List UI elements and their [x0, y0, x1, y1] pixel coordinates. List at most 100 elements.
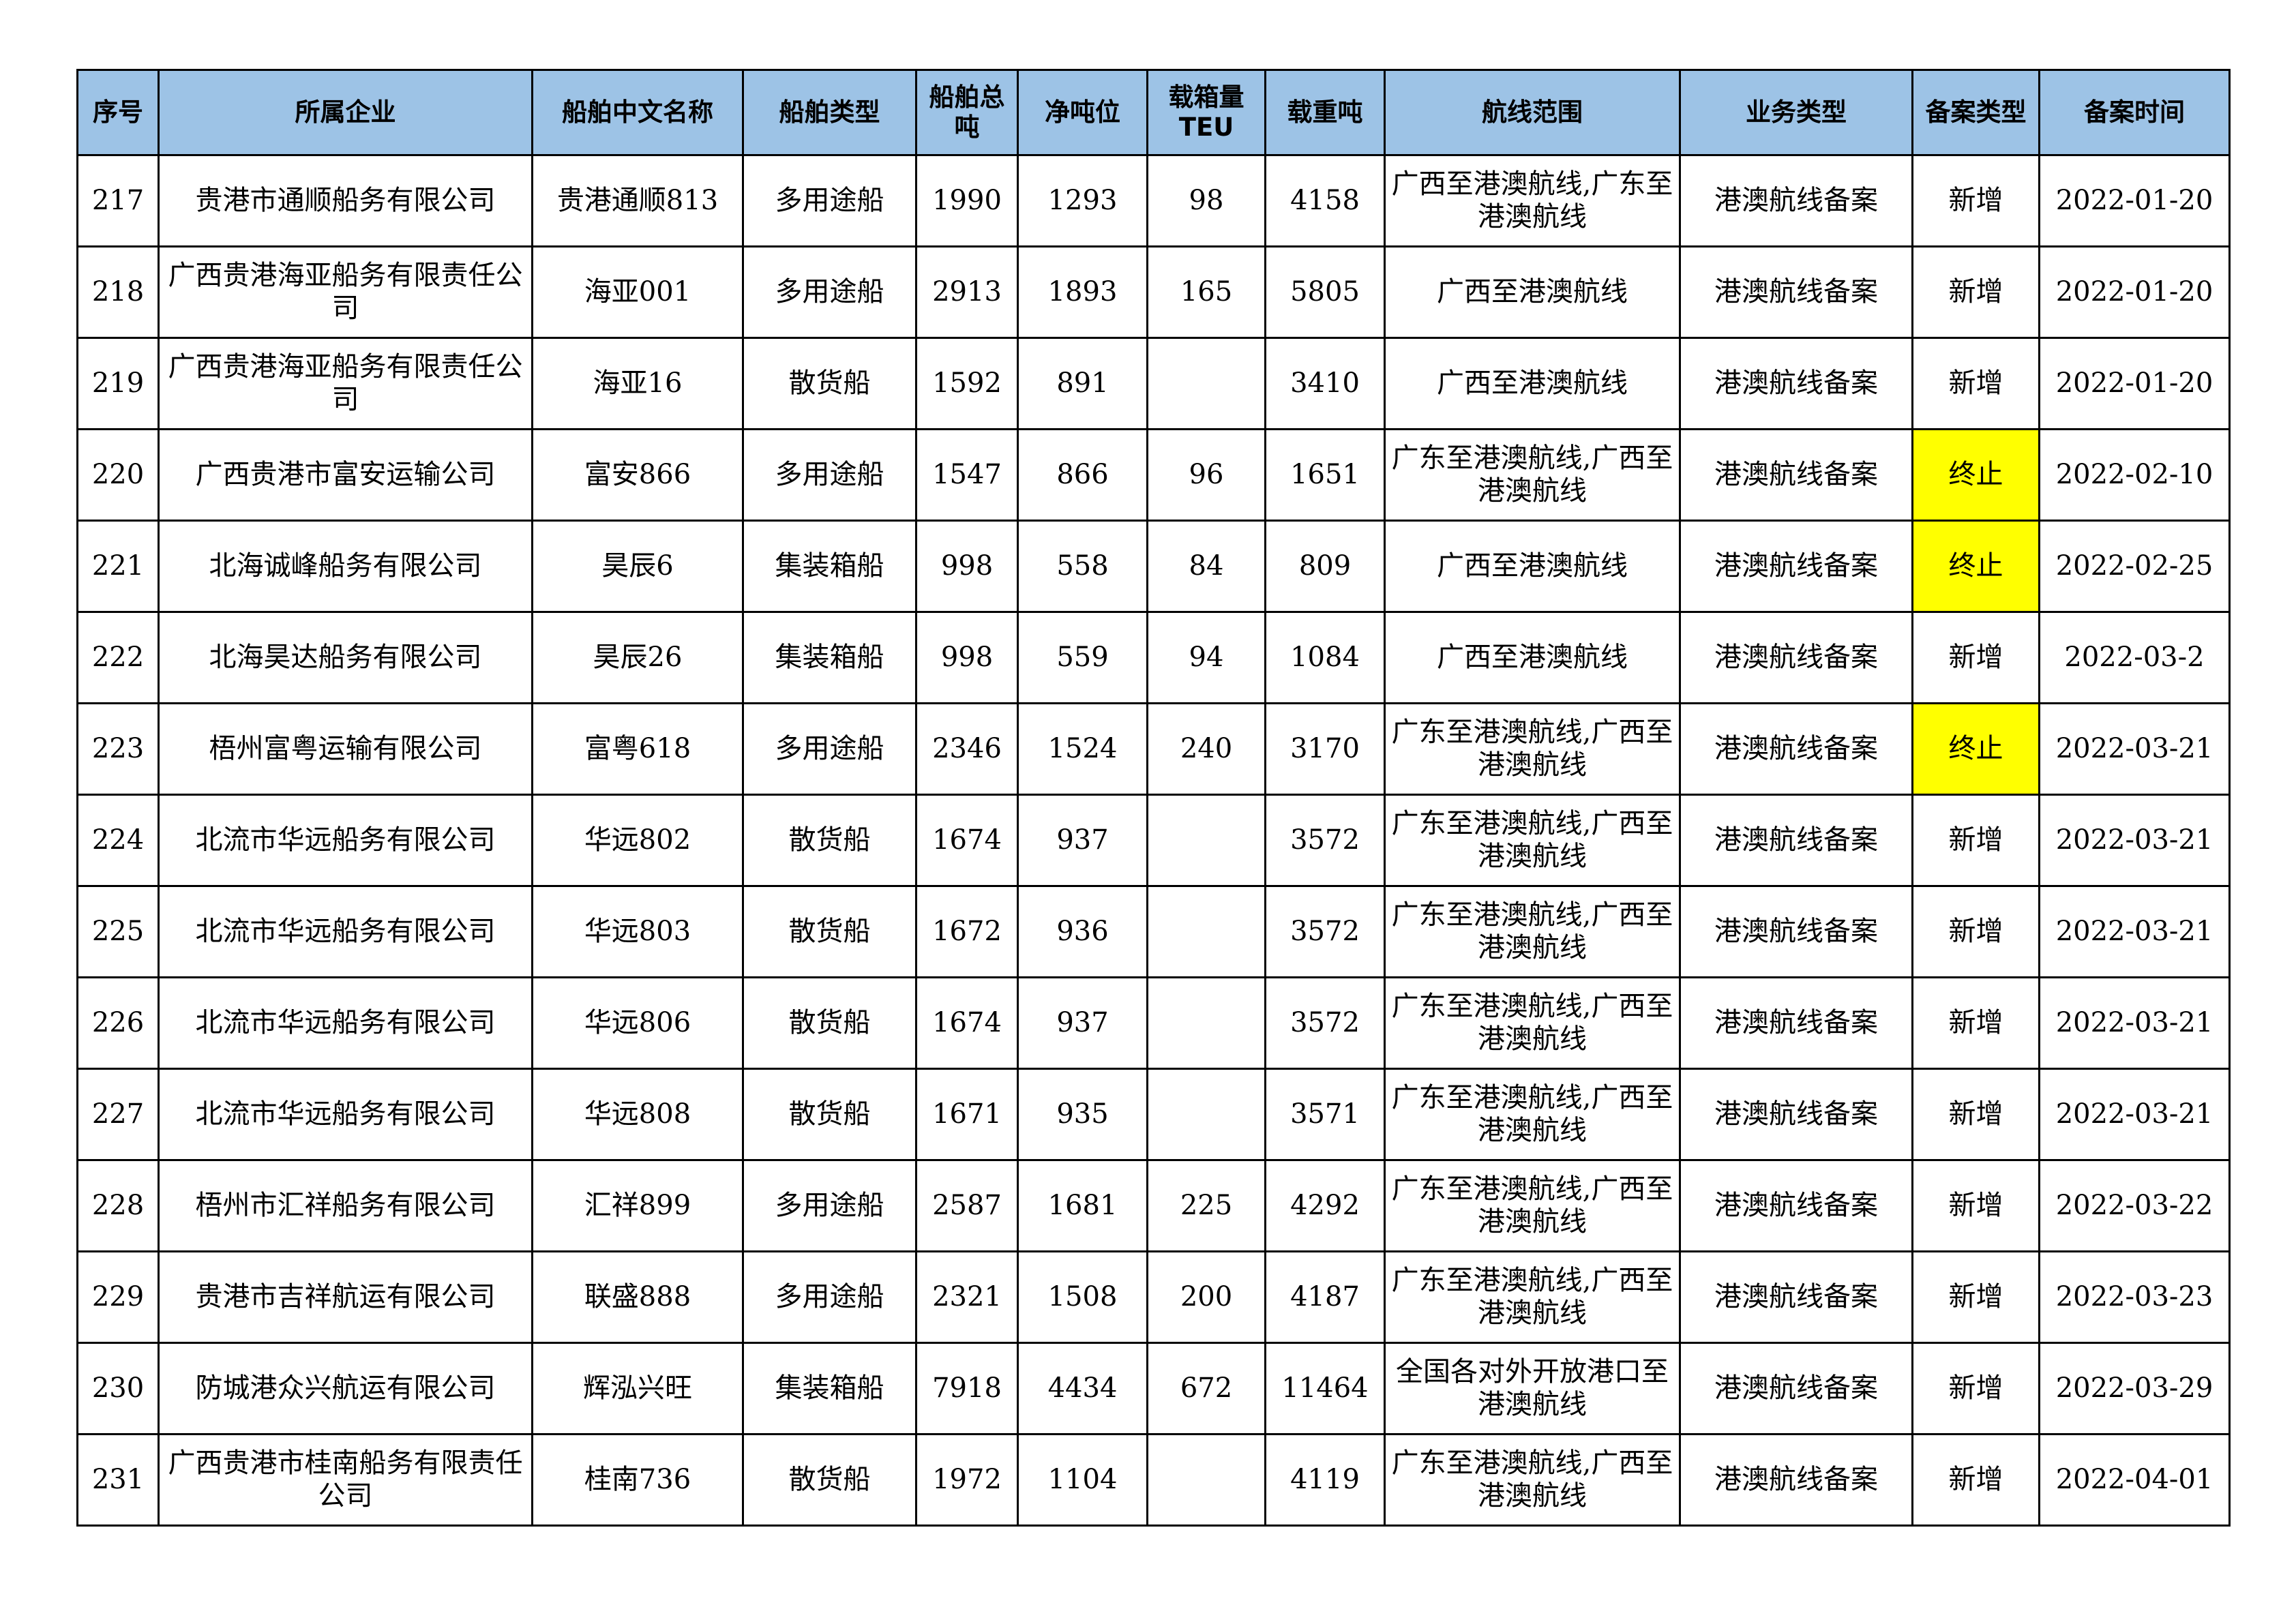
table-cell: 1592: [915, 337, 1019, 430]
table-cell: 广西至港澳航线,广东至港澳航线: [1384, 154, 1681, 247]
table-cell: 1672: [915, 885, 1019, 978]
header-cell: 航线范围: [1384, 69, 1681, 156]
table-row: 217 贵港市通顺船务有限公司 贵港通顺813 多用途船 1990 1293 98 4158 广…: [76, 154, 2231, 247]
table-cell: 北海昊达船务有限公司: [158, 611, 533, 704]
table-cell: 1547: [915, 428, 1019, 522]
header-cell: 备案时间: [2038, 69, 2231, 156]
table-cell: 935: [1017, 1068, 1148, 1161]
table-cell: 新增: [1911, 245, 2040, 339]
table-cell: 散货船: [742, 976, 917, 1070]
header-cell: 船舶中文名称: [531, 69, 744, 156]
table-cell: 散货船: [742, 1068, 917, 1161]
vessel-table: 序号 所属企业 船舶中文名称 船舶类型 船舶总吨 净吨位 载箱量TEU 载重吨 航线范围 业务类型…: [76, 69, 2231, 1527]
table-cell: 998: [915, 520, 1019, 613]
table-cell: 港澳航线备案: [1679, 976, 1913, 1070]
table-cell: 224: [76, 794, 160, 887]
table-cell: 220: [76, 428, 160, 522]
table-cell: 558: [1017, 520, 1148, 613]
table-cell: 多用途船: [742, 428, 917, 522]
table-cell: 广西贵港市桂南船务有限责任公司: [158, 1433, 533, 1527]
table-cell: 广西贵港海亚船务有限责任公司: [158, 337, 533, 430]
table-cell: 2022-01-20: [2038, 245, 2231, 339]
table-row: 228 梧州市汇祥船务有限公司 汇祥899 多用途船 2587 1681 225 4292 广东…: [76, 1159, 2231, 1252]
table-cell: 937: [1017, 794, 1148, 887]
table-cell: 富安866: [531, 428, 744, 522]
table-cell: [1146, 1068, 1266, 1161]
table-cell: 225: [1146, 1159, 1266, 1252]
table-cell: 3571: [1264, 1068, 1386, 1161]
table-cell: 新增: [1911, 1342, 2040, 1435]
table-cell: 98: [1146, 154, 1266, 247]
header-cell: 业务类型: [1679, 69, 1913, 156]
table-cell: 新增: [1911, 1433, 2040, 1527]
table-cell: 4292: [1264, 1159, 1386, 1252]
table-cell: 227: [76, 1068, 160, 1161]
table-cell: 港澳航线备案: [1679, 245, 1913, 339]
table-cell: 全国各对外开放港口至港澳航线: [1384, 1342, 1681, 1435]
table-cell: 240: [1146, 702, 1266, 796]
table-cell: 231: [76, 1433, 160, 1527]
table-cell: 富粤618: [531, 702, 744, 796]
table-cell: 散货船: [742, 337, 917, 430]
header-cell: 船舶总吨: [915, 69, 1019, 156]
table-cell: 新增: [1911, 976, 2040, 1070]
table-row: 222 北海昊达船务有限公司 昊辰26 集装箱船 998 559 94 1084 广西至港澳航线…: [76, 611, 2231, 704]
table-cell: 终止: [1911, 428, 2040, 522]
table-cell: 1972: [915, 1433, 1019, 1527]
header-cell: 净吨位: [1017, 69, 1148, 156]
table-cell: 1524: [1017, 702, 1148, 796]
table-cell: 222: [76, 611, 160, 704]
table-cell: 2022-01-20: [2038, 154, 2231, 247]
table-cell: [1146, 1433, 1266, 1527]
table-cell: 新增: [1911, 1159, 2040, 1252]
table-cell: 891: [1017, 337, 1148, 430]
table-cell: 新增: [1911, 794, 2040, 887]
table-cell: 汇祥899: [531, 1159, 744, 1252]
table-cell: 防城港众兴航运有限公司: [158, 1342, 533, 1435]
table-cell: [1146, 976, 1266, 1070]
table-cell: 新增: [1911, 611, 2040, 704]
table-cell: 港澳航线备案: [1679, 794, 1913, 887]
table-cell: 广西贵港海亚船务有限责任公司: [158, 245, 533, 339]
table-cell: 港澳航线备案: [1679, 1068, 1913, 1161]
table-cell: 港澳航线备案: [1679, 611, 1913, 704]
table-cell: 港澳航线备案: [1679, 428, 1913, 522]
table-cell: 2587: [915, 1159, 1019, 1252]
table-cell: 广西至港澳航线: [1384, 520, 1681, 613]
table-cell: 贵港通顺813: [531, 154, 744, 247]
header-cell: 序号: [76, 69, 160, 156]
table-cell: 1651: [1264, 428, 1386, 522]
table-cell: 2022-03-22: [2038, 1159, 2231, 1252]
table-cell: 集装箱船: [742, 611, 917, 704]
table-row: 224 北流市华远船务有限公司 华远802 散货船 1674 937 3572 广东至港澳航线…: [76, 794, 2231, 887]
table-cell: 1084: [1264, 611, 1386, 704]
table-cell: 多用途船: [742, 154, 917, 247]
table-cell: 2022-01-20: [2038, 337, 2231, 430]
table-cell: 散货船: [742, 1433, 917, 1527]
table-row: 223 梧州富粤运输有限公司 富粤618 多用途船 2346 1524 240 3170 广东至…: [76, 702, 2231, 796]
table-cell: 广东至港澳航线,广西至港澳航线: [1384, 885, 1681, 978]
table-cell: 2913: [915, 245, 1019, 339]
table-cell: 集装箱船: [742, 520, 917, 613]
table-cell: 229: [76, 1250, 160, 1344]
table-cell: [1146, 337, 1266, 430]
table-cell: [1146, 794, 1266, 887]
table-cell: 终止: [1911, 702, 2040, 796]
table-cell: 672: [1146, 1342, 1266, 1435]
table-cell: 广东至港澳航线,广西至港澳航线: [1384, 702, 1681, 796]
table-cell: 北流市华远船务有限公司: [158, 1068, 533, 1161]
table-cell: 广东至港澳航线,广西至港澳航线: [1384, 794, 1681, 887]
table-row: 226 北流市华远船务有限公司 华远806 散货船 1674 937 3572 广东至港澳航线…: [76, 976, 2231, 1070]
table-cell: 新增: [1911, 885, 2040, 978]
table-cell: 165: [1146, 245, 1266, 339]
table-cell: 866: [1017, 428, 1148, 522]
table-cell: 海亚001: [531, 245, 744, 339]
table-cell: 3572: [1264, 885, 1386, 978]
header-cell: 船舶类型: [742, 69, 917, 156]
table-cell: 2022-03-23: [2038, 1250, 2231, 1344]
table-cell: 1508: [1017, 1250, 1148, 1344]
table-cell: 港澳航线备案: [1679, 1159, 1913, 1252]
table-cell: 226: [76, 976, 160, 1070]
table-cell: 华远803: [531, 885, 744, 978]
table-cell: 港澳航线备案: [1679, 337, 1913, 430]
